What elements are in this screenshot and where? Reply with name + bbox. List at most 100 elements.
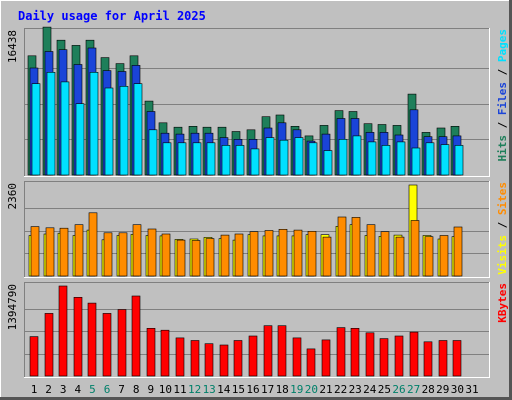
x-tick-label: 13	[203, 383, 216, 396]
bar-kbytes	[131, 295, 141, 377]
bar-sites	[176, 239, 186, 277]
bar-sites	[307, 231, 317, 277]
bar-sites	[439, 235, 449, 277]
side-legend-kbytes: KBytes	[496, 283, 509, 323]
side-legend: Visits / Sites	[496, 182, 509, 275]
bar-sites	[59, 227, 69, 277]
chart-title: Daily usage for April 2025	[18, 9, 206, 23]
x-tick-label: 30	[451, 383, 464, 396]
x-tick-label: 17	[261, 383, 274, 396]
bar-kbytes	[409, 331, 419, 377]
bar-pages	[75, 103, 85, 176]
panel-2: 2360 Visits / Sites	[6, 181, 509, 278]
panel-3: 1394790 KBytes	[6, 282, 509, 378]
bar-pages	[294, 137, 304, 176]
bar-pages	[177, 142, 187, 176]
bar-pages	[162, 142, 172, 176]
bar-pages	[323, 150, 333, 176]
bar-sites	[234, 233, 244, 277]
panel-1: 16438 Hits / Files / Pages	[6, 26, 509, 177]
side-legend-separator: /	[496, 62, 509, 82]
bar-sites	[293, 229, 303, 277]
bar-sites	[337, 216, 347, 277]
bar-kbytes	[117, 309, 127, 377]
panels-layer: 16438 Hits / Files / Pages 2360 Visits / Si…	[6, 26, 509, 378]
x-tick-label: 8	[133, 383, 140, 396]
bar-kbytes	[87, 302, 97, 377]
bar-sites	[74, 224, 84, 277]
bar-pages	[104, 87, 114, 176]
x-tick-label: 28	[422, 383, 435, 396]
bar-pages	[133, 83, 143, 176]
x-tick-label: 6	[104, 383, 111, 396]
bar-kbytes	[204, 343, 214, 377]
x-tick-label: 27	[407, 383, 420, 396]
bar-pages	[411, 147, 421, 176]
x-tick-label: 7	[118, 383, 125, 396]
bar-pages	[265, 137, 275, 176]
x-tick-label: 4	[74, 383, 81, 396]
bar-kbytes	[248, 335, 258, 377]
bar-sites	[366, 224, 376, 277]
bar-sites	[410, 220, 420, 277]
x-tick-label: 15	[232, 383, 245, 396]
bar-pages	[221, 145, 231, 176]
bar-sites	[264, 230, 274, 277]
bar-sites	[453, 226, 463, 277]
bar-sites	[205, 238, 215, 277]
x-tick-label: 23	[349, 383, 362, 396]
x-tick-label: 19	[290, 383, 303, 396]
bar-pages	[206, 142, 216, 176]
side-legend: Hits / Files / Pages	[496, 29, 509, 162]
x-tick-label: 2	[45, 383, 52, 396]
bar-kbytes	[292, 337, 302, 377]
x-tick-label: 9	[147, 383, 154, 396]
bar-kbytes	[146, 327, 156, 377]
bar-kbytes	[394, 335, 404, 377]
x-tick-label: 24	[363, 383, 377, 396]
x-tick-label: 1	[31, 383, 38, 396]
bar-kbytes	[365, 332, 375, 377]
x-tick-label: 12	[188, 383, 201, 396]
bar-kbytes	[277, 325, 287, 377]
side-legend-hits: Hits	[496, 135, 509, 162]
x-axis: 1 2 3 4 5 6 7 8 9 10 11 12 13 14 15 16 17 18 19 20 21 22 23 24 2…	[31, 383, 479, 396]
bar-sites	[118, 232, 128, 277]
bar-sites	[380, 231, 390, 277]
bar-kbytes	[336, 327, 346, 377]
bar-pages	[148, 129, 158, 176]
bar-kbytes	[190, 340, 200, 377]
x-tick-label: 29	[436, 383, 449, 396]
x-tick-label: 3	[60, 383, 67, 396]
x-tick-label: 22	[334, 383, 347, 396]
bar-kbytes	[379, 338, 389, 377]
side-legend-pages: Pages	[496, 29, 509, 62]
bar-sites	[161, 233, 171, 277]
bar-pages	[440, 144, 450, 176]
side-legend-sites: Sites	[496, 182, 509, 215]
side-legend-separator: /	[496, 215, 509, 235]
bar-pages	[425, 142, 435, 176]
bar-pages	[119, 86, 129, 176]
bar-pages	[308, 142, 318, 176]
x-tick-label: 20	[305, 383, 318, 396]
bar-pages	[31, 83, 41, 176]
bar-kbytes	[58, 285, 68, 377]
side-legend-visits: Visits	[496, 235, 509, 275]
bar-kbytes	[219, 344, 229, 377]
side-legend-separator: /	[496, 115, 509, 135]
bar-kbytes	[29, 336, 39, 377]
bar-sites	[147, 228, 157, 277]
x-tick-label: 16	[246, 383, 259, 396]
bar-kbytes	[233, 340, 243, 377]
x-tick-label: 10	[159, 383, 172, 396]
bar-sites	[351, 217, 361, 277]
x-tick-label: 21	[319, 383, 332, 396]
side-legend: KBytes	[496, 283, 509, 323]
bar-sites	[249, 231, 259, 277]
bar-kbytes	[423, 341, 433, 377]
bar-kbytes	[350, 327, 360, 377]
bar-sites	[278, 229, 288, 277]
x-tick-label: 5	[89, 383, 96, 396]
bar-pages	[250, 148, 260, 176]
